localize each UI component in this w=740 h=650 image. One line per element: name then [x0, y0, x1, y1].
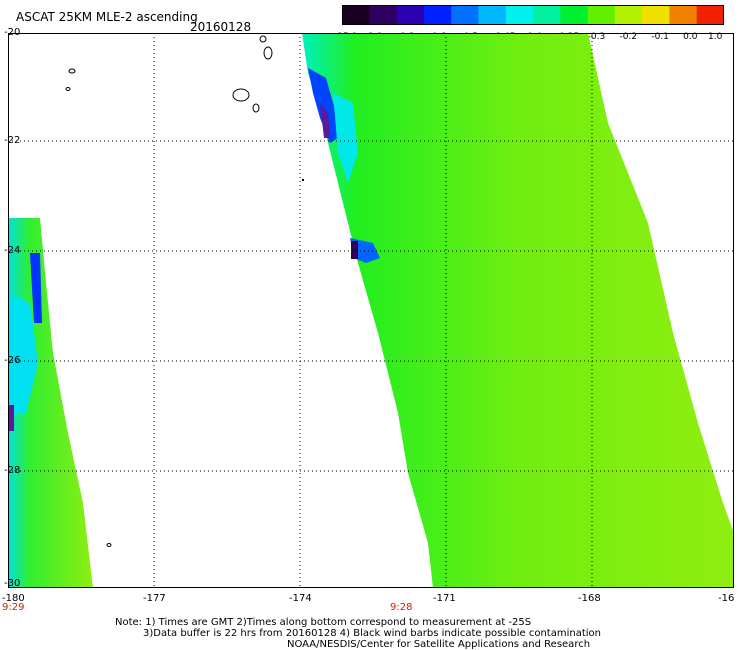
colorbar-segment	[396, 5, 425, 25]
colorbar-segment	[614, 5, 643, 25]
wind-swath-map	[8, 33, 734, 588]
colorbar: -15.0-1.0-0.8-0.6-0.5-0.45-0.4-0.35-0.3-…	[334, 5, 725, 45]
colorbar-segment	[533, 5, 561, 25]
time-label-right: 9:28	[390, 602, 413, 613]
colorbar-tick-label: -0.1	[651, 32, 669, 42]
lon-label-174: -174	[289, 593, 312, 604]
colorbar-segment	[423, 5, 452, 25]
colorbar-segment	[696, 5, 725, 25]
left-swath-blue	[30, 253, 42, 323]
island-dot	[302, 179, 304, 181]
lon-label-177: -177	[143, 593, 166, 604]
lat-label-26: -26	[4, 355, 21, 366]
colorbar-tick-label: -0.3	[587, 32, 606, 42]
lat-label-30: -30	[4, 578, 21, 589]
time-label-left: 9:29	[2, 602, 25, 613]
colorbar-segment	[560, 5, 589, 25]
left-swath-purple	[8, 405, 14, 431]
note-line-1: Note: 1) Times are GMT 2)Times along bot…	[115, 617, 532, 628]
lon-label-171: -171	[433, 593, 456, 604]
colorbar-segment	[669, 5, 698, 25]
map-frame	[8, 33, 734, 588]
product-date: 20160128	[190, 20, 252, 34]
island-outlines	[65, 35, 273, 547]
lon-label-180: -180	[2, 593, 25, 604]
lat-label-22: -22	[4, 135, 21, 146]
right-swath-cyan	[333, 93, 358, 183]
colorbar-frame	[342, 5, 724, 25]
colorbar-segment	[587, 5, 616, 25]
lon-label-168: -168	[578, 593, 601, 604]
note-line-3: NOAA/NESDIS/Center for Satellite Applica…	[287, 639, 591, 650]
colorbar-segment	[478, 5, 507, 25]
lat-label-28: -28	[4, 465, 21, 476]
note-line-2: 3)Data buffer is 22 hrs from 20160128 4)…	[143, 628, 601, 639]
right-swath	[302, 33, 734, 588]
product-title: ASCAT 25KM MLE-2 ascending	[16, 10, 198, 24]
lat-label-24: -24	[4, 245, 21, 256]
lat-lon-grid	[8, 33, 734, 588]
colorbar-segment	[505, 5, 534, 25]
colorbar-gradient	[342, 5, 725, 25]
right-swath-edge-dark	[320, 103, 330, 138]
colorbar-tick-label: 0.0	[683, 32, 698, 42]
lon-label-16: -16	[718, 593, 735, 604]
right-swath-dark-spot	[351, 241, 358, 259]
colorbar-tick-label: 1.0	[708, 32, 723, 42]
colorbar-segment	[342, 5, 370, 25]
lat-label-20: -20	[4, 27, 21, 38]
colorbar-segment	[369, 5, 398, 25]
left-swath-cyan	[8, 293, 38, 413]
colorbar-segment	[451, 5, 479, 25]
colorbar-segment	[642, 5, 670, 25]
right-swath-edge	[308, 68, 338, 143]
colorbar-tick-label: -0.2	[619, 32, 638, 42]
